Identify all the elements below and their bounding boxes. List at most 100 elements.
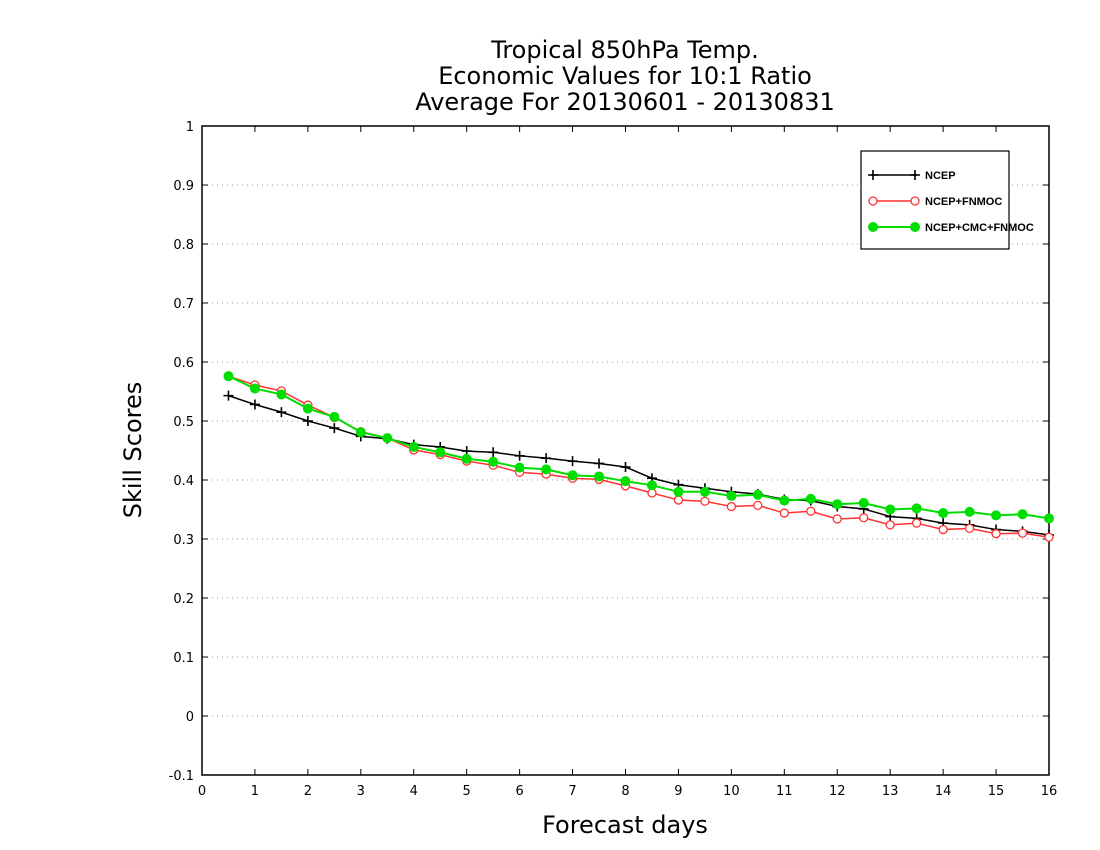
y-tick-label: -0.1: [169, 769, 194, 784]
title-line: Tropical 850hPa Temp.: [490, 36, 759, 64]
y-tick-label: 0.5: [173, 415, 194, 430]
data-point: [594, 471, 605, 482]
data-point: [1017, 528, 1028, 538]
y-axis: -0.1 0 0.1 0.2 0.3 0.4 0.5 0.6 0.7 0.8 0.9 1: [169, 120, 1049, 784]
data-point: [408, 441, 419, 452]
y-tick-label: 0.3: [173, 533, 194, 548]
data-point: [567, 456, 578, 467]
data-point: [673, 486, 684, 497]
data-point: [488, 447, 499, 458]
data-point: [514, 462, 525, 473]
data-point: [276, 389, 287, 400]
data-point: [461, 453, 472, 464]
y-tick-label: 0: [186, 710, 194, 725]
data-point: [779, 508, 789, 518]
data-point: [620, 462, 631, 473]
x-axis: 0 1 2 3 4 5 6 7 8 9 10 11 12 13 14 15 16: [198, 126, 1057, 799]
legend-label: NCEP+CMC+FNMOC: [925, 222, 1034, 234]
series-line: [228, 394, 1050, 536]
x-tick-label: 4: [410, 784, 418, 799]
x-tick-label: 13: [882, 784, 899, 799]
data-point: [249, 399, 260, 410]
data-point: [752, 489, 763, 500]
y-tick-label: 0.4: [173, 474, 194, 489]
legend-marker: [868, 170, 878, 180]
data-point: [699, 486, 710, 497]
data-point: [329, 411, 340, 422]
data-point: [753, 500, 763, 511]
legend-item: NCEP+CMC+FNMOC: [868, 222, 1034, 234]
data-point: [329, 423, 340, 434]
data-point: [302, 403, 313, 414]
data-point: [594, 458, 605, 469]
data-point: [1017, 509, 1028, 520]
data-point: [223, 390, 234, 401]
legend-label: NCEP: [925, 170, 956, 182]
chart-title: Tropical 850hPa Temp.Economic Values for…: [415, 36, 835, 116]
data-point: [885, 520, 895, 530]
data-point: [805, 493, 816, 504]
x-tick-label: 0: [198, 784, 206, 799]
data-point: [806, 506, 816, 516]
x-tick-label: 5: [463, 784, 471, 799]
data-point: [779, 495, 790, 506]
data-point: [435, 447, 446, 458]
x-axis-label: Forecast days: [542, 811, 708, 839]
legend-marker: [910, 196, 920, 206]
data-point: [964, 523, 975, 534]
data-point: [567, 470, 578, 481]
data-point: [541, 453, 552, 464]
title-line: Average For 20130601 - 20130831: [415, 88, 835, 116]
y-tick-label: 0.6: [173, 356, 194, 371]
data-point: [938, 524, 948, 535]
data-point: [726, 490, 737, 501]
legend-label: NCEP+FNMOC: [925, 196, 1002, 208]
x-tick-label: 7: [568, 784, 576, 799]
data-point: [249, 383, 260, 394]
y-tick-label: 0.9: [173, 179, 194, 194]
series-ncep: [223, 390, 1054, 540]
data-point: [382, 433, 393, 444]
legend-item: NCEP+FNMOC: [868, 196, 1002, 208]
title-line: Economic Values for 10:1 Ratio: [438, 62, 812, 90]
data-point: [700, 496, 710, 506]
x-tick-label: 15: [988, 784, 1005, 799]
x-tick-label: 12: [829, 784, 846, 799]
legend-marker: [910, 170, 920, 180]
y-tick-label: 0.1: [173, 651, 194, 666]
data-point: [673, 495, 684, 505]
y-tick-label: 0.8: [173, 238, 194, 253]
data-point: [938, 508, 949, 519]
x-tick-label: 3: [357, 784, 365, 799]
data-point: [514, 450, 525, 461]
x-tick-label: 9: [674, 784, 682, 799]
data-point: [911, 503, 922, 514]
y-axis-label: Skill Scores: [119, 382, 147, 519]
x-tick-label: 2: [304, 784, 312, 799]
data-point: [964, 506, 975, 517]
y-tick-label: 1: [186, 120, 194, 135]
legend-item: NCEP: [868, 170, 956, 182]
data-point: [832, 514, 842, 524]
data-point: [488, 456, 499, 467]
series-ncep-cmc-fnmoc: [223, 371, 1054, 524]
series-line: [228, 375, 1050, 538]
legend-marker: [910, 222, 920, 232]
y-tick-label: 0.7: [173, 297, 194, 312]
series-line: [228, 375, 1050, 520]
x-tick-label: 6: [515, 784, 523, 799]
x-tick-label: 8: [621, 784, 629, 799]
data-point: [223, 371, 234, 382]
legend-marker: [868, 222, 878, 232]
data-point: [276, 407, 287, 418]
legend-box: [860, 150, 1010, 250]
legend: NCEP NCEP+FNMOC NCEP+CMC+FNMOC: [860, 150, 1034, 250]
grid-lines: [202, 184, 1049, 717]
data-point: [1044, 513, 1054, 524]
data-point: [1044, 532, 1054, 542]
data-point: [885, 504, 896, 515]
data-point: [541, 464, 552, 475]
data-point: [726, 501, 737, 512]
series-ncep-fnmoc: [223, 371, 1054, 542]
